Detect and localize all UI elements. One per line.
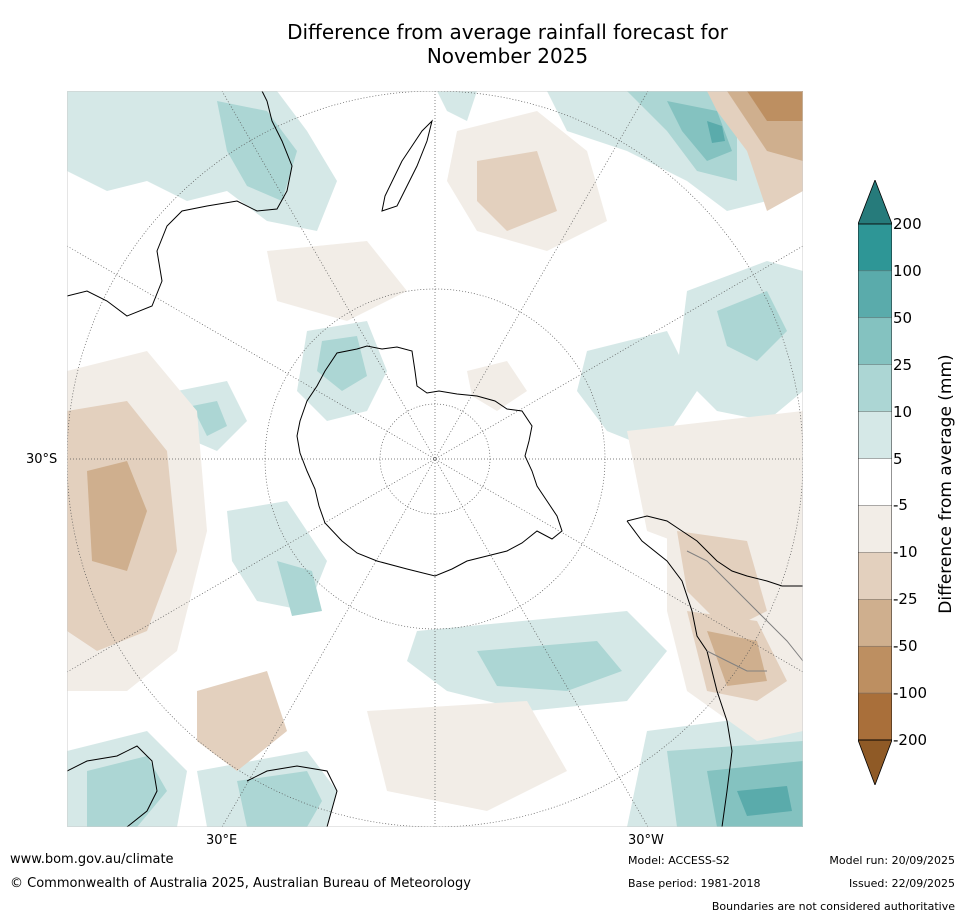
- wet-anomaly-fields: [67, 91, 803, 827]
- colorbar-tick-label: -100: [893, 684, 928, 703]
- colorbar-extend-bottom: [858, 739, 892, 785]
- title-line-1: Difference from average rainfall forecas…: [287, 20, 728, 44]
- footer-base-period: Base period: 1981-2018: [628, 877, 761, 890]
- colorbar-box: [858, 458, 892, 506]
- colorbar-box: [858, 317, 892, 365]
- colorbar-box: [858, 223, 892, 272]
- graticule: [67, 91, 803, 827]
- colorbar-tick-label: 25: [893, 355, 913, 374]
- footer-issued: Issued: 22/09/2025: [848, 877, 955, 890]
- title-line-2: November 2025: [426, 44, 589, 68]
- colorbar-boxes: [858, 223, 892, 741]
- colorbar: [858, 180, 892, 785]
- africa-coastline: [67, 745, 158, 827]
- colorbar-tick-label: -25: [893, 590, 918, 609]
- footer-website: www.bom.gov.au/climate: [10, 852, 174, 867]
- colorbar-extend-top: [858, 180, 892, 225]
- colorbar-tick-label: -200: [893, 731, 928, 749]
- antarctica-coastline: [296, 345, 563, 577]
- chart-title: Difference from average rainfall forecas…: [200, 20, 815, 68]
- country-boundaries: [686, 550, 803, 672]
- map-svg: [67, 91, 803, 827]
- colorbar-box: [858, 599, 892, 647]
- colorbar-tick-label: -5: [893, 496, 908, 515]
- colorbar-tick-label: -50: [893, 637, 918, 656]
- colorbar-tick-label: 5: [893, 449, 903, 468]
- longitude-label-east: 30°E: [206, 833, 238, 848]
- colorbar-tick-label: 200: [893, 215, 922, 233]
- colorbar-box: [858, 645, 892, 694]
- colorbar-tick-label: -10: [893, 543, 918, 562]
- footer-model: Model: ACCESS-S2: [628, 854, 730, 867]
- footer-model-run: Model run: 20/09/2025: [829, 854, 955, 867]
- colorbar-title: Difference from average (mm): [936, 354, 956, 614]
- colorbar-tick-label: 10: [893, 402, 913, 421]
- colorbar-box: [858, 364, 892, 412]
- longitude-label-west: 30°W: [628, 833, 664, 848]
- colorbar-tick-label: 50: [893, 308, 913, 327]
- latitude-label: 30°S: [26, 452, 58, 467]
- colorbar-box: [858, 692, 892, 741]
- rainfall-anomaly-map: [67, 91, 803, 827]
- madagascar-coastline: [246, 765, 338, 827]
- footer-copyright: © Commonwealth of Australia 2025, Austra…: [10, 876, 471, 891]
- colorbar-box: [858, 411, 892, 459]
- colorbar-box: [858, 505, 892, 553]
- new-zealand-coastline: [381, 119, 433, 212]
- colorbar-box: [858, 552, 892, 600]
- south-america-coastline: [626, 515, 803, 587]
- colorbar-box: [858, 270, 892, 319]
- footer-disclaimer: Boundaries are not considered authoritat…: [711, 900, 955, 913]
- colorbar-tick-label: 100: [893, 261, 922, 280]
- australia-coastline: [67, 91, 293, 317]
